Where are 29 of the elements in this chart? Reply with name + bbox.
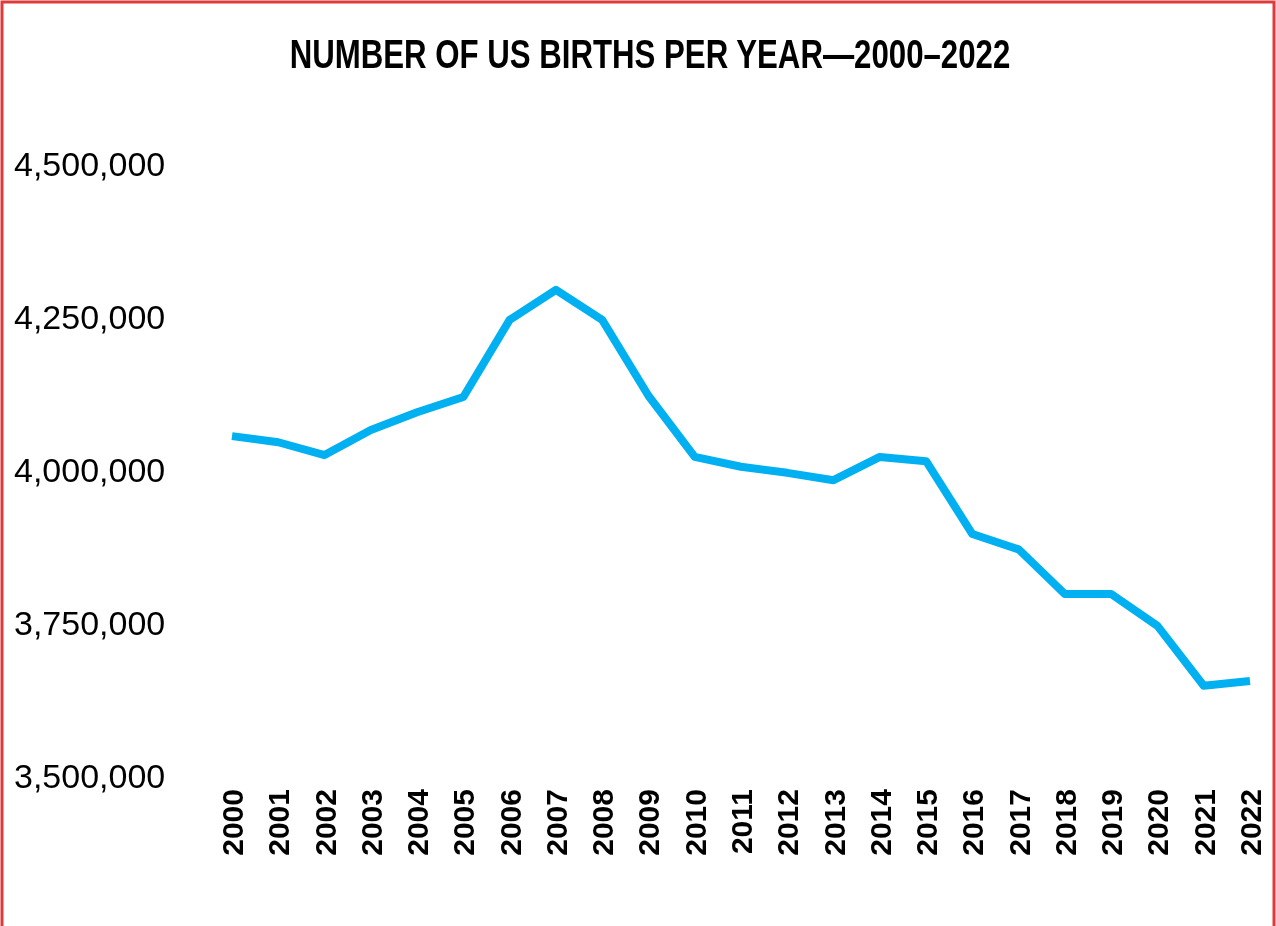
x-tick-label: 2014 <box>863 788 897 856</box>
x-tick-label: 2011 <box>725 789 758 855</box>
y-tick-label: 3,500,000 <box>14 757 166 796</box>
y-tick-label: 4,250,000 <box>14 298 166 337</box>
x-tick-label: 2010 <box>678 789 712 856</box>
x-tick-label: 2005 <box>447 789 481 856</box>
x-tick-label: 2018 <box>1048 789 1082 856</box>
x-tick-label: 2003 <box>354 789 388 856</box>
x-tick-label: 2015 <box>910 789 944 856</box>
x-tick-label: 2013 <box>817 789 851 856</box>
x-tick-label: 2007 <box>539 789 573 856</box>
y-tick-label: 4,500,000 <box>14 145 166 184</box>
x-tick-label: 2006 <box>493 789 527 856</box>
x-tick-label: 2008 <box>586 789 620 856</box>
x-tick-label: 2019 <box>1095 789 1129 856</box>
x-tick-label: 2022 <box>1234 789 1267 856</box>
y-tick-label: 4,000,000 <box>14 451 166 490</box>
x-tick-label: 2020 <box>1141 789 1175 856</box>
x-tick-label: 2009 <box>632 789 666 856</box>
x-tick-label: 2002 <box>308 789 342 856</box>
x-tick-label: 2001 <box>262 789 296 856</box>
chart-title: NUMBER OF US BIRTHS PER YEAR—2000–2022 <box>289 32 1011 77</box>
x-tick-label: 2004 <box>401 788 435 856</box>
x-tick-label: 2021 <box>1187 789 1221 856</box>
x-tick-label: 2016 <box>956 789 990 856</box>
x-tick-label: 2012 <box>771 789 805 856</box>
x-tick-label: 2017 <box>1002 789 1036 856</box>
x-tick-label: 2000 <box>216 789 249 856</box>
y-tick-label: 3,750,000 <box>14 604 166 643</box>
